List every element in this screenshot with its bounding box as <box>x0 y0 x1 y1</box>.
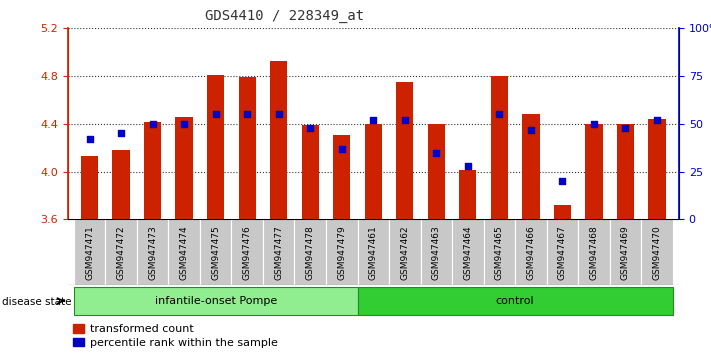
Bar <box>420 219 452 285</box>
Bar <box>365 124 382 219</box>
Bar <box>74 219 105 285</box>
Bar <box>578 219 609 285</box>
Bar <box>112 150 130 219</box>
Bar <box>294 219 326 285</box>
Point <box>115 131 127 136</box>
Bar <box>554 205 571 219</box>
Text: GSM947469: GSM947469 <box>621 225 630 280</box>
Bar <box>358 287 673 315</box>
Text: control: control <box>496 296 535 306</box>
Text: GSM947461: GSM947461 <box>369 225 378 280</box>
Text: GSM947466: GSM947466 <box>526 225 535 280</box>
Bar <box>515 219 547 285</box>
Bar <box>483 219 515 285</box>
Text: disease state: disease state <box>2 297 72 307</box>
Bar <box>648 119 665 219</box>
Bar <box>169 219 200 285</box>
Bar <box>238 77 256 219</box>
Text: GSM947479: GSM947479 <box>337 225 346 280</box>
Text: GSM947475: GSM947475 <box>211 225 220 280</box>
Point <box>399 117 410 123</box>
Bar <box>232 219 263 285</box>
Point <box>84 136 95 142</box>
Point <box>620 125 631 131</box>
Bar <box>144 121 161 219</box>
Bar <box>207 75 225 219</box>
Point <box>336 146 348 152</box>
Bar <box>459 171 476 219</box>
Point <box>557 178 568 184</box>
Point <box>147 121 159 127</box>
Bar <box>491 76 508 219</box>
Bar <box>105 219 137 285</box>
Point <box>525 127 537 132</box>
Point <box>493 112 505 117</box>
Text: GSM947473: GSM947473 <box>148 225 157 280</box>
Text: GSM947476: GSM947476 <box>242 225 252 280</box>
Bar <box>270 61 287 219</box>
Text: GSM947464: GSM947464 <box>464 225 472 280</box>
Point <box>651 117 663 123</box>
Bar <box>358 219 389 285</box>
Bar <box>585 124 603 219</box>
Point <box>210 112 221 117</box>
Text: GSM947477: GSM947477 <box>274 225 283 280</box>
Legend: transformed count, percentile rank within the sample: transformed count, percentile rank withi… <box>73 324 277 348</box>
Text: GSM947465: GSM947465 <box>495 225 504 280</box>
Point <box>304 125 316 131</box>
Point <box>462 163 474 169</box>
Point <box>273 112 284 117</box>
Bar <box>616 124 634 219</box>
Point <box>178 121 190 127</box>
Text: GSM947463: GSM947463 <box>432 225 441 280</box>
Bar <box>452 219 483 285</box>
Text: GSM947468: GSM947468 <box>589 225 599 280</box>
Bar <box>200 219 232 285</box>
Bar <box>396 82 414 219</box>
Bar <box>522 114 540 219</box>
Bar <box>176 117 193 219</box>
Bar <box>333 135 351 219</box>
Bar <box>547 219 578 285</box>
Point <box>588 121 599 127</box>
Text: GSM947474: GSM947474 <box>180 225 188 280</box>
Text: GSM947470: GSM947470 <box>653 225 661 280</box>
Bar <box>326 219 358 285</box>
Bar <box>389 219 420 285</box>
Bar <box>641 219 673 285</box>
Text: GDS4410 / 228349_at: GDS4410 / 228349_at <box>205 9 364 23</box>
Bar <box>81 156 98 219</box>
Bar <box>74 287 358 315</box>
Text: GSM947472: GSM947472 <box>117 225 126 280</box>
Text: GSM947471: GSM947471 <box>85 225 94 280</box>
Bar <box>609 219 641 285</box>
Text: GSM947462: GSM947462 <box>400 225 410 280</box>
Text: GSM947467: GSM947467 <box>558 225 567 280</box>
Bar <box>263 219 294 285</box>
Point <box>242 112 253 117</box>
Point <box>368 117 379 123</box>
Point <box>431 150 442 155</box>
Text: GSM947478: GSM947478 <box>306 225 315 280</box>
Bar <box>427 124 445 219</box>
Bar <box>301 125 319 219</box>
Text: infantile-onset Pompe: infantile-onset Pompe <box>154 296 277 306</box>
Bar <box>137 219 169 285</box>
